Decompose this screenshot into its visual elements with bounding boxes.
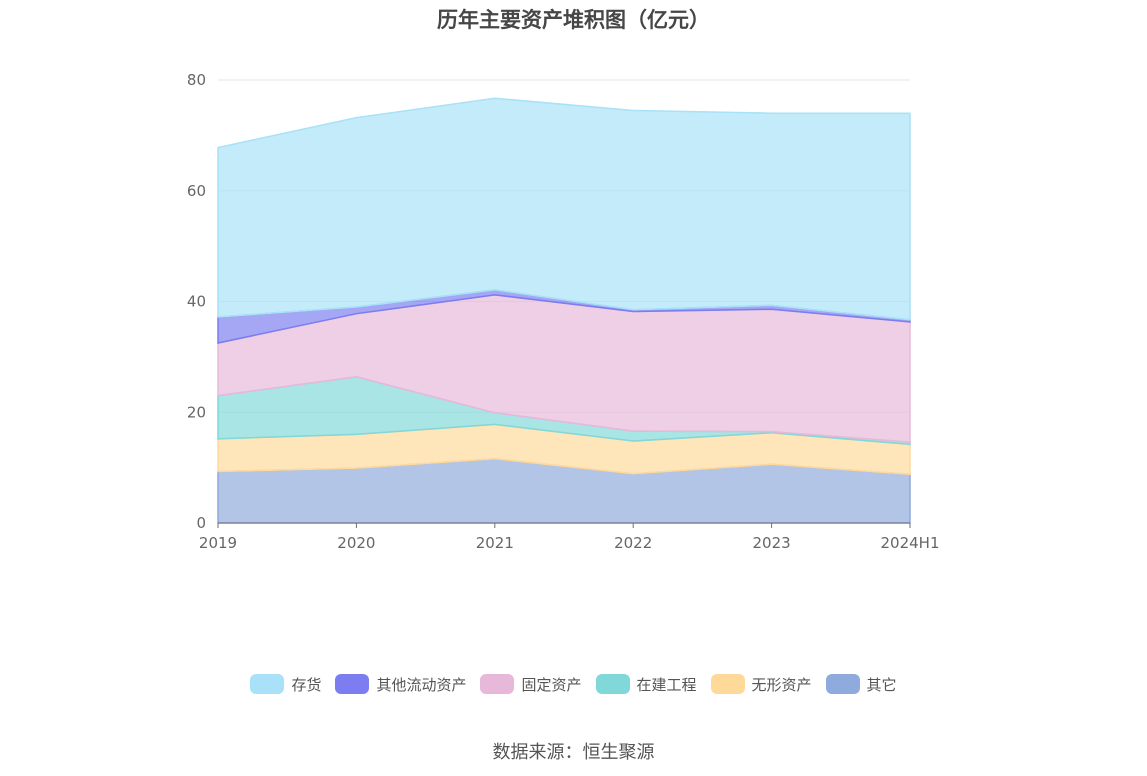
legend-item[interactable]: 其它 bbox=[825, 674, 897, 695]
legend-item[interactable]: 在建工程 bbox=[595, 674, 697, 695]
y-tick-label: 40 bbox=[187, 293, 206, 311]
legend-label: 固定资产 bbox=[521, 675, 582, 694]
chart-title: 历年主要资产堆积图（亿元） bbox=[437, 8, 710, 32]
x-tick-label: 2024H1 bbox=[881, 534, 940, 552]
legend-label: 其它 bbox=[866, 675, 897, 694]
x-tick-label: 2020 bbox=[337, 534, 375, 552]
x-tick-label: 2023 bbox=[753, 534, 791, 552]
legend-swatch bbox=[480, 674, 515, 694]
legend-swatch bbox=[595, 674, 630, 694]
data-source: 数据来源：恒生聚源 bbox=[492, 742, 655, 763]
legend: 存货 其他流动资产 固定资产 在建工程 无形资产 其它 bbox=[0, 671, 1147, 697]
legend-item[interactable]: 存货 bbox=[250, 674, 321, 695]
y-tick-label: 0 bbox=[196, 514, 206, 532]
legend-item[interactable]: 固定资产 bbox=[480, 674, 582, 695]
x-tick-label: 2022 bbox=[614, 534, 652, 552]
legend-swatch bbox=[710, 674, 745, 694]
area-存货 bbox=[217, 97, 911, 321]
legend-label: 无形资产 bbox=[751, 675, 812, 694]
legend-label: 存货 bbox=[291, 675, 322, 694]
y-tick-label: 60 bbox=[187, 182, 206, 200]
legend-item[interactable]: 无形资产 bbox=[710, 674, 812, 695]
legend-swatch bbox=[825, 674, 860, 694]
legend-swatch bbox=[250, 674, 285, 694]
area-series bbox=[217, 97, 911, 524]
legend-swatch bbox=[335, 674, 370, 694]
y-tick-label: 80 bbox=[187, 71, 206, 89]
x-tick-label: 2019 bbox=[199, 534, 237, 552]
legend-label: 其他流动资产 bbox=[376, 675, 467, 694]
axes: 0 20 40 60 80 2019 2020 2021 2022 2023 2024H1 bbox=[187, 71, 940, 552]
x-tick-label: 2021 bbox=[476, 534, 514, 552]
legend-item[interactable]: 其他流动资产 bbox=[335, 674, 466, 695]
legend-label: 在建工程 bbox=[636, 675, 697, 694]
y-tick-label: 20 bbox=[187, 403, 206, 421]
